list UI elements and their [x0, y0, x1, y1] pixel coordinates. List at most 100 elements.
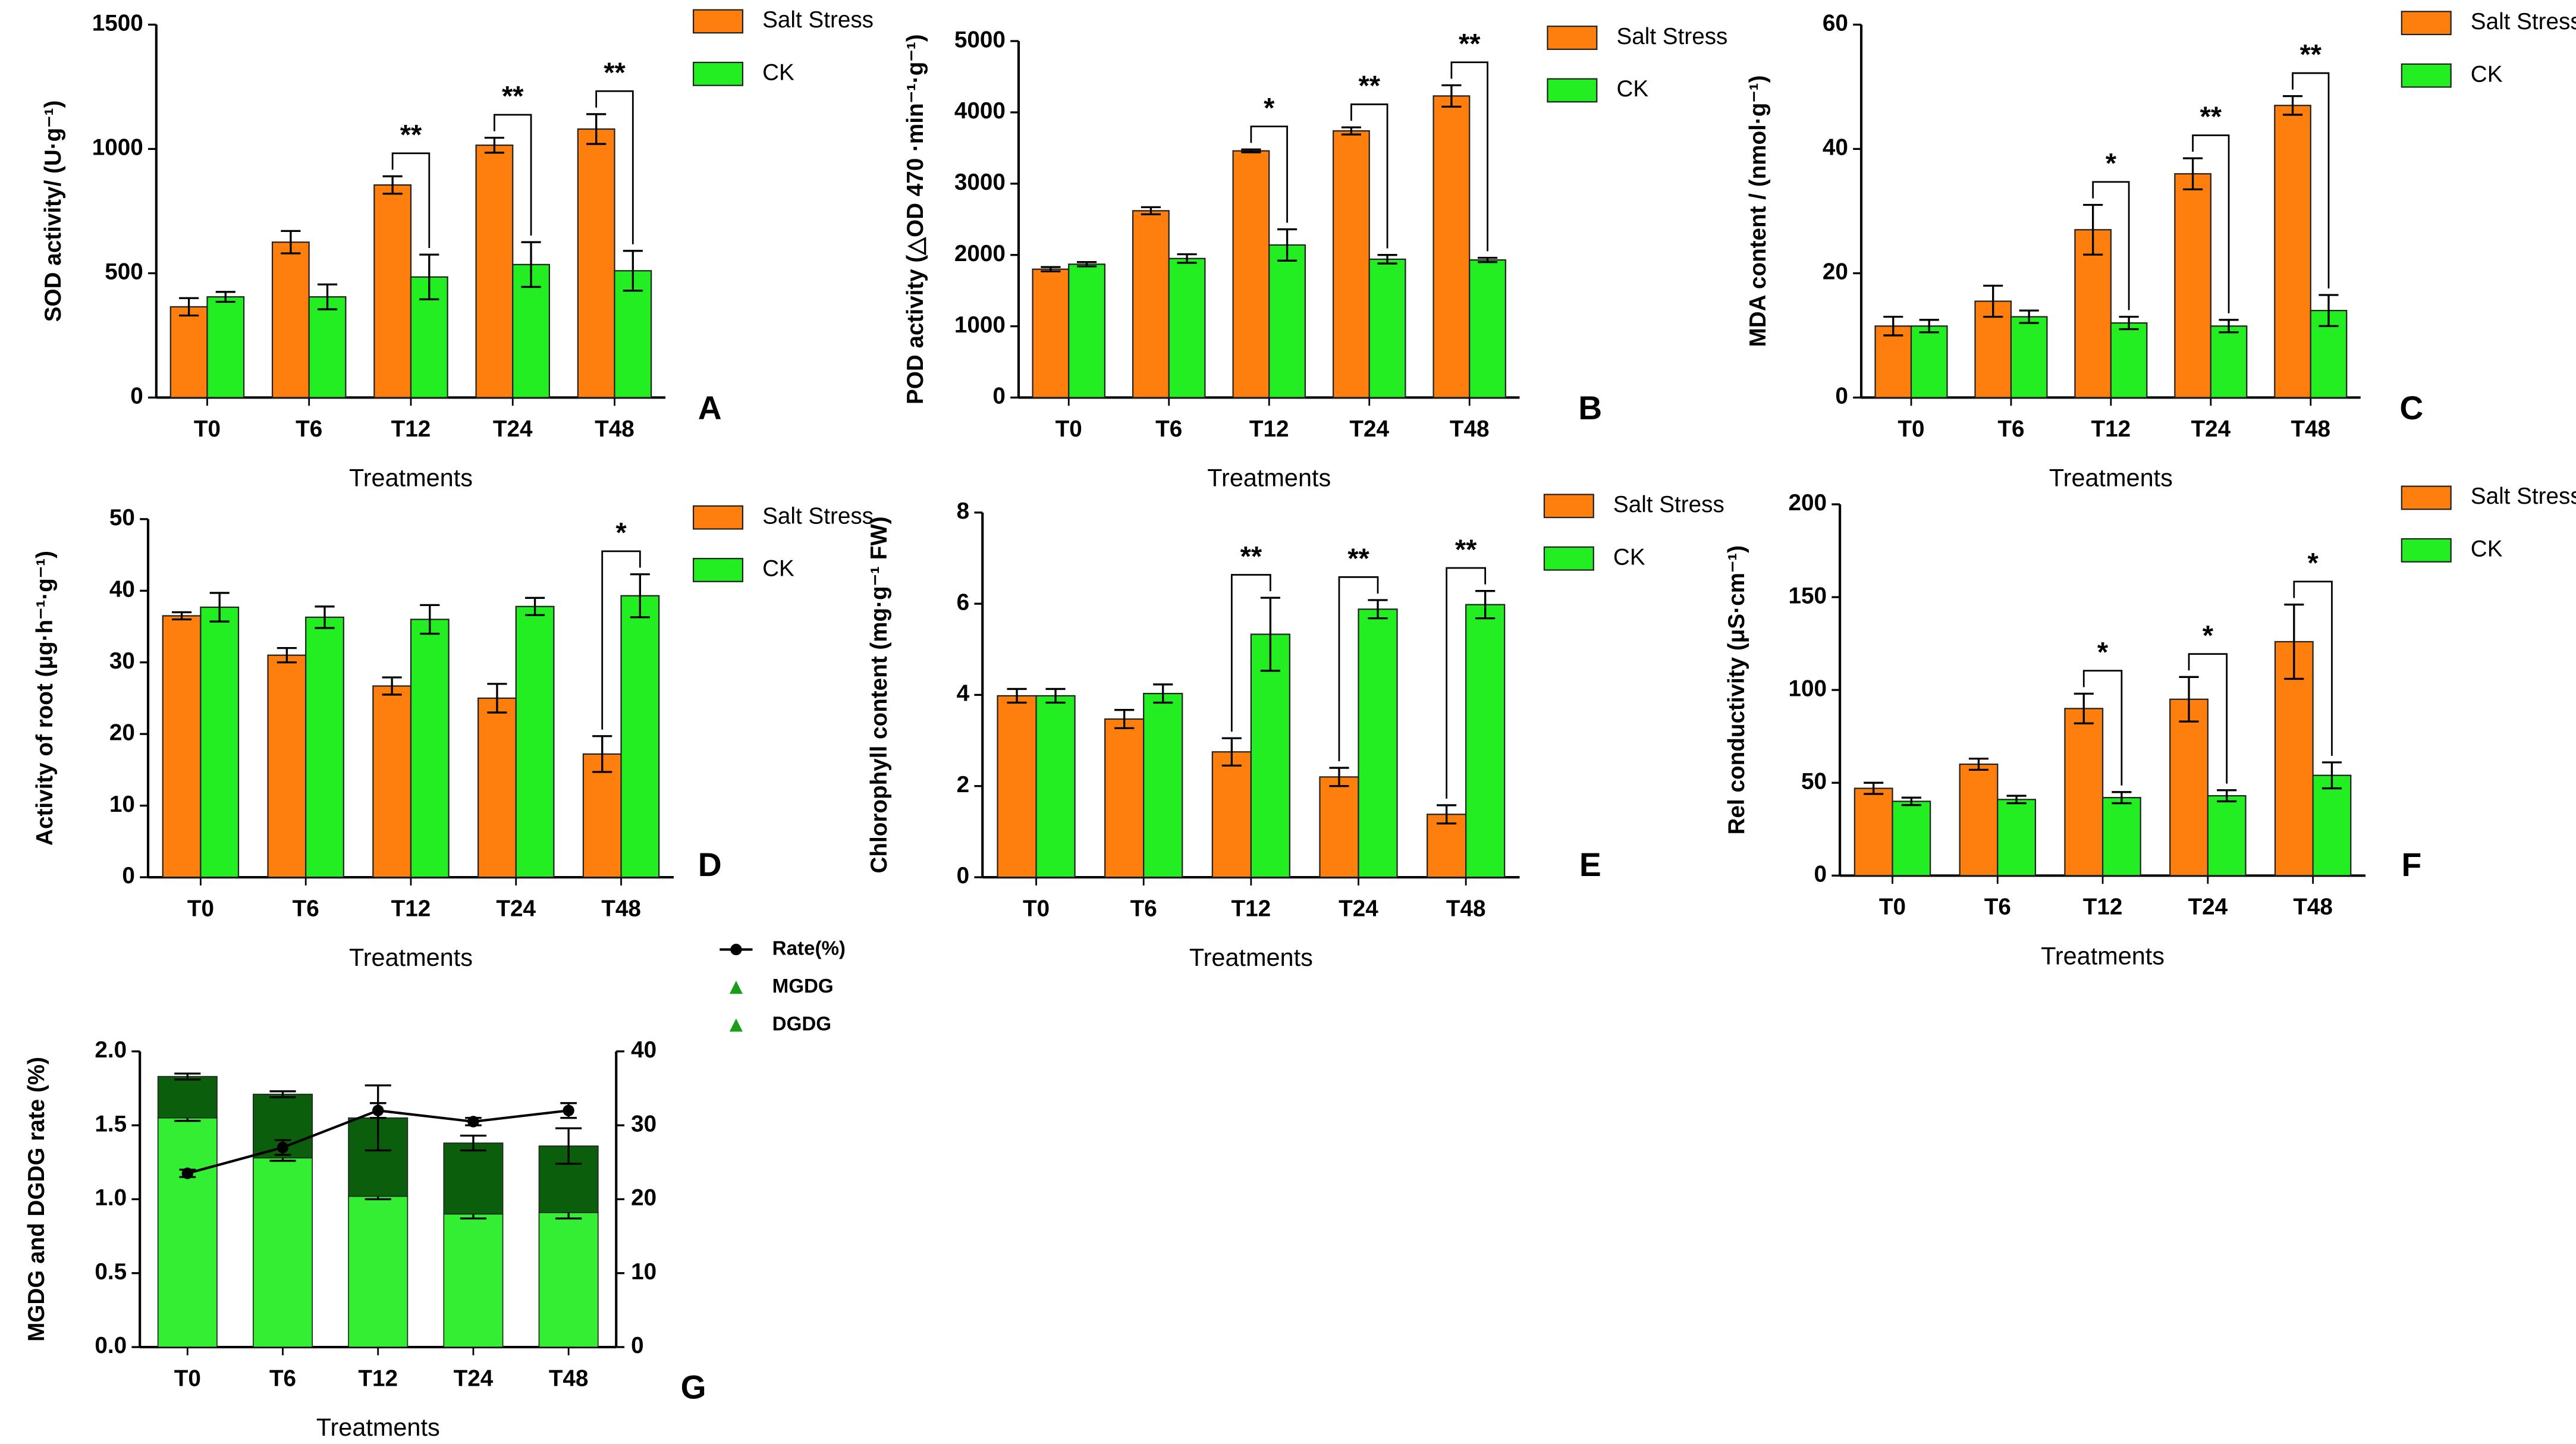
bar	[515, 605, 555, 878]
significance-label: *	[615, 517, 627, 548]
bar	[2274, 641, 2314, 877]
bar	[1268, 244, 1306, 398]
y-tick-label: 10	[109, 792, 135, 817]
y2-tick-label: 0	[631, 1333, 644, 1358]
legend-label: Salt Stress	[1616, 24, 1727, 49]
bar	[620, 595, 660, 878]
bar	[2010, 316, 2048, 398]
legend-label: CK	[1613, 544, 1645, 570]
bar	[2274, 105, 2311, 398]
legend-swatch	[1547, 26, 1598, 50]
legend-swatch	[692, 61, 744, 86]
rate-point	[372, 1104, 384, 1116]
bar	[1469, 259, 1506, 398]
legend-label: Salt Stress	[1613, 492, 1724, 517]
y2-tick-label: 40	[631, 1037, 656, 1063]
rate-point	[181, 1167, 193, 1179]
legend-label: CK	[1616, 76, 1648, 102]
x-tick-label: T48	[549, 1365, 589, 1391]
x-tick-label: T24	[2188, 894, 2228, 920]
bar	[2064, 708, 2104, 877]
bar-segment	[157, 1117, 218, 1348]
legend-label: CK	[762, 556, 794, 582]
y-tick-label: 8	[957, 498, 970, 524]
bar	[1143, 693, 1183, 878]
y-axis-label: SOD activity/ (U·g⁻¹)	[40, 101, 66, 322]
y-tick-label: 1.0	[95, 1185, 127, 1211]
significance-bracket	[1446, 567, 1487, 799]
significance-bracket	[2292, 72, 2330, 288]
significance-label: *	[2203, 619, 2214, 651]
bar	[477, 697, 517, 878]
x-tick-label: T6	[1130, 896, 1157, 921]
bar	[1892, 801, 1931, 877]
y-tick-label: 150	[1789, 583, 1827, 608]
significance-label: *	[2307, 547, 2319, 579]
legend-label: CK	[762, 60, 794, 86]
significance-label: **	[1455, 533, 1477, 565]
significance-label: **	[2200, 101, 2222, 132]
legend-label: DGDG	[772, 1013, 831, 1035]
legend-label: Rate(%)	[772, 937, 846, 959]
x-tick-label: T48	[2291, 416, 2330, 442]
x-tick-label: T0	[1879, 894, 1906, 920]
x-tick-label: T0	[1898, 416, 1924, 442]
x-tick-label: T24	[496, 896, 536, 921]
y-axis-label: POD activity (△OD 470 ·min⁻¹·g⁻¹)	[903, 34, 928, 404]
bar	[1132, 210, 1170, 398]
significance-label: **	[2299, 39, 2321, 70]
bar	[169, 306, 208, 398]
bar	[162, 615, 202, 878]
y-tick-label: 1.5	[95, 1111, 127, 1137]
bar	[1250, 633, 1290, 878]
significance-bracket	[2188, 653, 2228, 784]
bar	[1427, 814, 1467, 878]
significance-label: **	[502, 80, 524, 112]
bar	[206, 296, 245, 398]
y-tick-label: 20	[109, 720, 135, 745]
bar	[2110, 322, 2148, 398]
significance-bracket	[2092, 181, 2130, 310]
significance-bracket	[1250, 125, 1288, 223]
y-tick-label: 50	[109, 505, 135, 530]
bar	[1910, 325, 1948, 398]
y-axis-label: MGDG and DGDG rate (%)	[24, 1057, 49, 1342]
bar	[410, 619, 450, 878]
legend-swatch	[2401, 63, 2452, 88]
x-tick-label: T12	[1249, 416, 1289, 442]
panel-label: D	[698, 846, 722, 883]
significance-label: **	[1240, 540, 1262, 572]
rate-point	[563, 1104, 574, 1116]
x-tick-label: T24	[493, 416, 533, 442]
significance-bracket	[601, 550, 641, 730]
y-tick-label: 2	[957, 772, 970, 798]
bar	[2169, 698, 2209, 877]
bar	[1368, 258, 1406, 398]
legend-label: Salt Stress	[2471, 484, 2576, 509]
bar	[997, 695, 1037, 878]
bar	[1854, 787, 1893, 877]
y-tick-label: 20	[1823, 259, 1848, 285]
y-axis-label: Activity of root (μg·h⁻¹·g⁻¹)	[32, 551, 58, 846]
y-tick-label: 40	[1823, 135, 1848, 161]
y-tick-label: 0	[122, 863, 135, 889]
y-tick-label: 2.0	[95, 1037, 127, 1063]
legend-label: MGDG	[772, 975, 834, 997]
bar	[1068, 263, 1106, 398]
bar	[614, 270, 652, 398]
panel-label: E	[1579, 846, 1601, 883]
significance-bracket	[2192, 134, 2230, 313]
significance-label: **	[400, 119, 422, 150]
legend-swatch	[692, 505, 744, 530]
legend-marker	[729, 981, 743, 994]
x-tick-label: T6	[269, 1365, 296, 1391]
x-tick-label: T0	[174, 1365, 201, 1391]
y-tick-label: 2000	[954, 241, 1006, 266]
significance-bracket	[1230, 574, 1271, 732]
y-tick-label: 200	[1789, 490, 1827, 516]
significance-bracket	[2082, 670, 2123, 786]
x-tick-label: T12	[2083, 894, 2123, 920]
y-tick-label: 500	[105, 259, 143, 285]
bar	[1874, 325, 1912, 398]
